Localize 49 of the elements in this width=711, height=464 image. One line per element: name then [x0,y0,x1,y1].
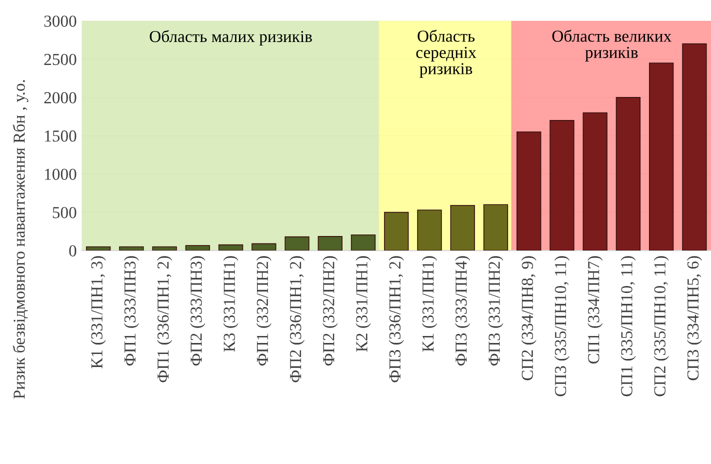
bar [417,210,442,251]
x-tick-label: ФП1 (333/ПН3) [124,256,139,366]
x-tick-label: ФП3 (331/ПН2) [488,256,504,366]
bar [86,246,111,251]
bar [119,246,144,251]
bar [450,204,475,251]
bar [152,246,177,251]
x-tick-label: ФП1 (332/ПН2) [256,256,272,366]
x-tick-label: К2 (331/ПН1) [356,256,371,352]
band-label: Область малих ризиків [150,30,312,46]
x-tick-label: ФП2 (332/ПН2) [322,256,338,366]
x-tick-label: СП3 (334/ПН5, 6) [686,256,702,380]
x-tick-label: К3 (331/ПН1) [223,256,238,352]
bar [350,234,376,251]
band-label: Область великих ризиків [552,30,672,62]
y-tick-label: 1500 [45,130,76,142]
x-tick-label: ФП2 (333/ПН3) [190,256,206,366]
y-tick-label: 3000 [44,16,76,27]
x-tick-label: СП3 (335/ПН10, 11) [554,256,570,396]
x-tick-label: СП2 (334/ПН8, 9) [521,256,536,380]
bar [252,243,276,251]
x-tick-label: ФП3 (336/ПН1, 2) [388,256,404,382]
y-tick-label: 2000 [44,92,76,104]
y-axis-title: Ризик безвідмовного навантаження Rбн , у.о. [12,80,28,399]
x-tick-label: К1 (331/ПН1, 3) [90,256,106,368]
y-tick-label: 1000 [45,168,76,180]
x-tick-label: ФП1 (336/ПН1, 2) [157,256,172,382]
bar [582,112,608,251]
bar [218,244,244,251]
bar [616,97,641,251]
bar [284,236,310,251]
y-tick-label: 0 [69,245,76,257]
x-tick-label: ФП3 (333/ПН4) [455,256,470,366]
x-tick-label: ФП2 (336/ПН1, 2) [289,256,305,382]
bar [483,204,508,251]
bar [185,245,210,251]
y-tick-label: 500 [52,206,76,218]
bar [682,43,707,251]
x-tick-label: СП1 (334/ПН7) [588,256,603,364]
bar [318,236,342,251]
bar [550,120,574,251]
bar [384,212,409,251]
y-tick-label: 2500 [44,54,76,66]
x-tick-label: СП2 (335/ПН10, 11) [654,256,669,396]
bar [648,62,674,251]
bar [516,131,542,251]
x-tick-label: СП1 (335/ПН10, 11) [620,256,636,396]
x-tick-label: К1 (331/ПН1) [422,256,438,352]
band-label: Область середніх ризиків [416,30,476,78]
